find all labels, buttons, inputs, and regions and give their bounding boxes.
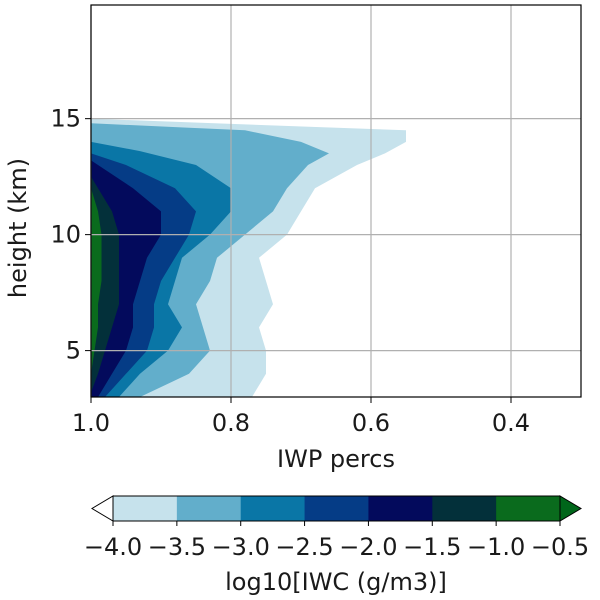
colorbar-extend-min: [91, 495, 114, 522]
y-axis-ticks: 5 10 15: [50, 105, 91, 365]
colorbar: [91, 495, 582, 522]
colorbar-tick-label-5: −1.5: [403, 533, 461, 561]
x-tick-label-1: 0.8: [212, 409, 250, 437]
colorbar-tick-label-3: −2.5: [275, 533, 333, 561]
y-tick-label-2: 15: [50, 105, 81, 133]
x-tick-label-0: 1.0: [72, 409, 110, 437]
x-axis-ticks: 1.0 0.8 0.6 0.4: [72, 397, 530, 437]
colorbar-swatch-4: [368, 496, 433, 521]
colorbar-swatch-3: [304, 496, 369, 521]
colorbar-extend-max: [559, 495, 582, 522]
colorbar-swatch-2: [240, 496, 306, 521]
x-tick-label-2: 0.6: [352, 409, 390, 437]
colorbar-swatch-6: [496, 496, 561, 521]
colorbar-swatch-5: [432, 496, 497, 521]
plot-frame: [90, 4, 582, 398]
colorbar-tick-label-4: −2.0: [339, 533, 397, 561]
colorbar-tick-label-6: −1.0: [467, 533, 525, 561]
colorbar-title: log10[IWC (g/m3)]: [225, 568, 447, 596]
colorbar-swatch-1: [176, 496, 242, 521]
y-axis-title: height (km): [4, 158, 32, 298]
x-axis-title: IWP percs: [277, 445, 395, 473]
colorbar-ticks: −4.0 −3.5 −3.0 −2.5 −2.0 −1.5 −1.0 −0.5: [84, 521, 589, 561]
colorbar-tick-label-0: −4.0: [84, 533, 142, 561]
y-tick-label-1: 10: [50, 221, 81, 249]
colorbar-tick-label-2: −3.0: [212, 533, 270, 561]
colorbar-swatch-0: [113, 496, 178, 521]
colorbar-tick-label-1: −3.5: [148, 533, 206, 561]
y-tick-label-0: 5: [66, 337, 81, 365]
colorbar-tick-label-7: −0.5: [531, 533, 589, 561]
x-tick-label-3: 0.4: [492, 409, 530, 437]
colorbar-outline: [112, 495, 561, 522]
